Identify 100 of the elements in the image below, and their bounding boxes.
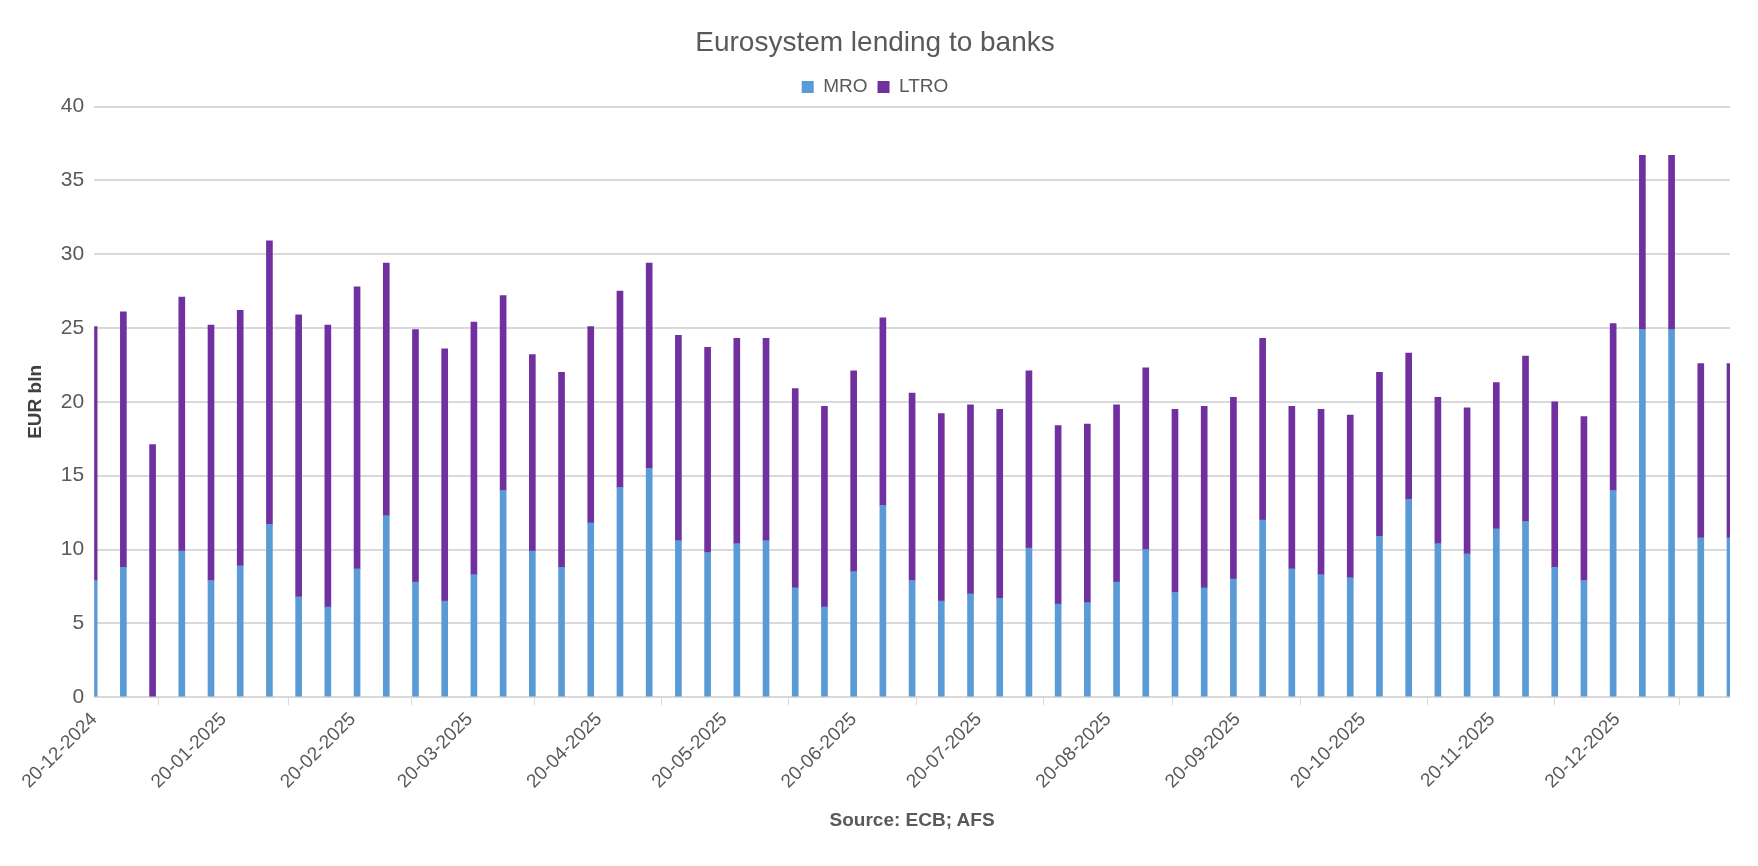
- bar: [1639, 329, 1646, 697]
- bar: [207, 580, 215, 697]
- y-tick-label: 15: [60, 462, 85, 486]
- bar: [821, 606, 828, 697]
- y-tick-label: 20: [60, 388, 85, 412]
- bar: [266, 524, 273, 697]
- y-tick-label: 10: [60, 536, 85, 560]
- bar: [996, 408, 1004, 599]
- bar: [1200, 587, 1208, 697]
- bar: [645, 262, 653, 469]
- bar: [1405, 498, 1412, 697]
- bar: [266, 240, 273, 525]
- bar: [1142, 549, 1150, 697]
- bar: [1054, 425, 1062, 605]
- bar: [149, 444, 156, 697]
- legend-label: MRO: [823, 75, 868, 97]
- bar: [1580, 580, 1588, 697]
- bar: [967, 404, 974, 595]
- bar: [587, 522, 595, 697]
- bar: [558, 372, 565, 568]
- bar: [499, 490, 507, 697]
- bar: [733, 338, 741, 544]
- bar: [1084, 602, 1091, 697]
- bar: [1376, 535, 1383, 697]
- bar: [1551, 566, 1559, 697]
- y-axis-title: EUR bln: [23, 364, 45, 439]
- bar: [1113, 404, 1120, 583]
- bar: [412, 581, 419, 697]
- bar: [704, 346, 711, 553]
- y-tick-label: 40: [60, 93, 85, 117]
- bar: [295, 314, 302, 598]
- bar: [1113, 581, 1120, 697]
- bar: [850, 370, 857, 572]
- bar: [879, 317, 887, 506]
- bar: [1434, 397, 1442, 544]
- bar: [967, 593, 974, 697]
- bar: [587, 326, 595, 524]
- bar: [1230, 578, 1237, 697]
- bar: [1288, 405, 1296, 570]
- bar: [1580, 416, 1588, 581]
- y-tick-label: 30: [60, 241, 85, 265]
- bar: [645, 467, 653, 697]
- bar: [879, 504, 887, 697]
- bar: [529, 550, 536, 697]
- bar: [295, 596, 302, 697]
- bar: [441, 600, 449, 697]
- bar: [1376, 372, 1383, 537]
- bar: [470, 321, 478, 575]
- bar: [1405, 352, 1412, 500]
- bar: [470, 574, 478, 697]
- bar: [1317, 408, 1325, 575]
- bar: [908, 392, 916, 581]
- bar: [1522, 355, 1529, 522]
- bar: [120, 311, 127, 568]
- bar: [236, 310, 244, 567]
- y-tick-label: 0: [72, 683, 85, 707]
- bar: [1639, 154, 1646, 330]
- bar: [1697, 363, 1705, 539]
- bar: [441, 348, 449, 602]
- bar: [1492, 382, 1500, 530]
- bar: [996, 597, 1004, 697]
- bar: [1171, 592, 1179, 697]
- y-tick-label: 35: [60, 167, 85, 191]
- bar: [382, 515, 390, 697]
- bar: [937, 413, 945, 602]
- legend-label: LTRO: [899, 75, 949, 97]
- bar: [1259, 338, 1266, 521]
- bar: [1230, 397, 1237, 580]
- bar: [908, 580, 916, 697]
- bar: [762, 338, 770, 541]
- bar: [791, 388, 799, 589]
- bar: [529, 354, 536, 552]
- bar: [850, 571, 857, 697]
- bar: [558, 566, 565, 697]
- bar: [412, 329, 419, 583]
- bar: [821, 405, 828, 608]
- bar: [353, 286, 361, 570]
- bar: [762, 540, 770, 697]
- bar: [1259, 519, 1266, 697]
- bar: [1084, 423, 1091, 603]
- bar: [178, 296, 186, 552]
- bar: [1200, 405, 1208, 589]
- bar: [1317, 574, 1325, 697]
- bar: [1142, 367, 1150, 550]
- bar: [675, 335, 682, 541]
- bar: [704, 552, 711, 697]
- bar: [1434, 543, 1442, 697]
- bar: [499, 295, 507, 491]
- bar: [353, 568, 361, 697]
- bar: [1346, 414, 1354, 578]
- bar: [937, 600, 945, 697]
- bar: [1522, 521, 1529, 697]
- bar: [1697, 537, 1705, 697]
- source-note: Source: ECB; AFS: [829, 808, 995, 830]
- bar: [733, 543, 741, 697]
- bar: [1171, 408, 1179, 593]
- chart-title: Eurosystem lending to banks: [695, 25, 1055, 57]
- bar: [616, 290, 624, 488]
- bar: [324, 324, 332, 608]
- bar: [1346, 577, 1354, 697]
